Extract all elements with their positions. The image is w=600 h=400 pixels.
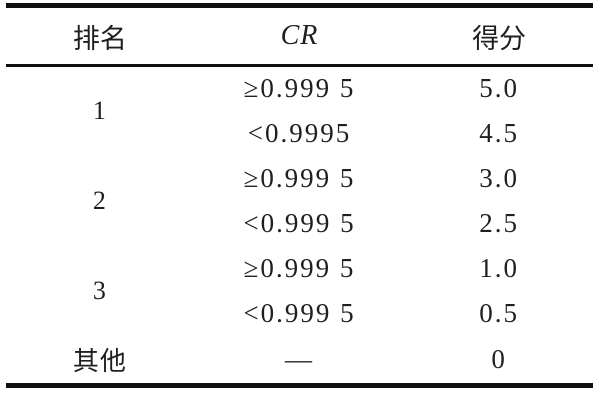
cr-cell: — [284,343,314,374]
score-cell: 4.5 [479,117,519,148]
score-cell: 3.0 [479,162,519,193]
cr-cell: <0.999 5 [243,207,356,238]
col-header-cr: CR [193,5,406,67]
score-cell: 2.5 [479,207,519,238]
table-row: 其他 — 0 [6,336,593,386]
cr-cell: <0.9995 [247,117,352,148]
cr-scoring-table: 排名 CR 得分 1 ≥0.999 5 5.0 <0.9995 4.5 2 ≥0… [6,3,593,388]
table-row: <0.9995 4.5 [6,111,593,156]
cr-cell: ≥0.999 5 [243,252,356,283]
table-row: <0.999 5 0.5 [6,291,593,336]
score-cell: 1.0 [479,252,519,283]
cr-cell: ≥0.999 5 [243,162,356,193]
rank-cell: 其他 [72,346,127,376]
table-row: 1 ≥0.999 5 5.0 [6,66,593,125]
score-cell: 0.5 [479,297,519,328]
header-row: 排名 CR 得分 [6,5,593,67]
cr-cell: ≥0.999 5 [243,73,356,104]
table-row: <0.999 5 2.5 [6,201,593,246]
rank-cell: 3 [92,275,107,305]
table-row: 2 ≥0.999 5 3.0 [6,156,593,215]
col-header-score: 得分 [405,5,593,67]
col-header-rank: 排名 [6,5,194,67]
rank-cell: 1 [92,96,107,126]
cr-cell: <0.999 5 [243,297,356,328]
rank-cell: 2 [92,185,107,215]
score-cell: 0 [491,343,507,374]
table-row: 3 ≥0.999 5 1.0 [6,246,593,305]
score-cell: 5.0 [479,73,519,104]
